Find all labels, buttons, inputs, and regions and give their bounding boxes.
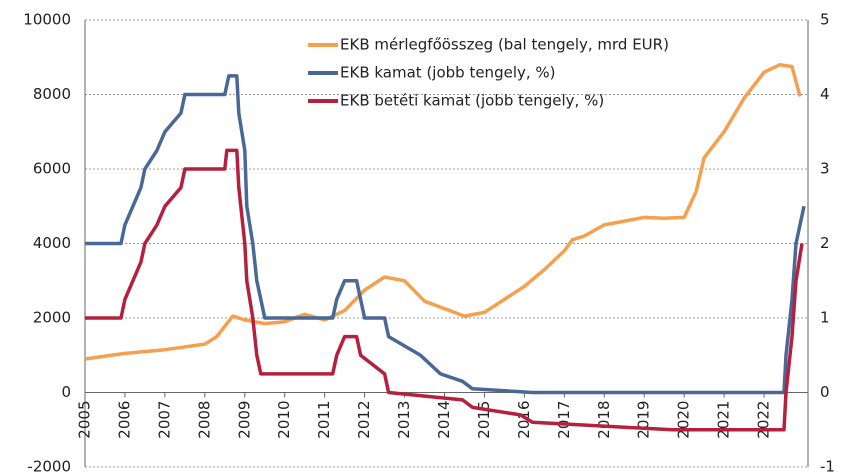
y-tick-label: 10000 — [23, 11, 71, 29]
y2-tick-label: 3 — [820, 160, 830, 178]
x-tick-label: 2020 — [675, 401, 693, 439]
x-tick-label: 2017 — [555, 401, 573, 439]
legend-label: EKB kamat (jobb tengely, %) — [340, 64, 556, 82]
series-line — [85, 148, 804, 432]
series-line — [85, 74, 806, 395]
x-tick-label: 2012 — [355, 401, 373, 439]
legend-label: EKB betéti kamat (jobb tengely, %) — [340, 92, 604, 110]
series-line — [84, 62, 802, 361]
x-tick-label: 2014 — [435, 401, 453, 439]
x-tick-label: 2013 — [395, 401, 413, 439]
x-tick-label: 2022 — [755, 401, 773, 439]
x-tick-label: 2016 — [515, 401, 533, 439]
y2-tick-label: 5 — [820, 11, 830, 29]
y2-tick-label: 2 — [820, 234, 830, 252]
y2-tick-label: 4 — [820, 85, 830, 103]
y2-tick-label: -1 — [820, 458, 835, 475]
x-tick-label: 2019 — [635, 401, 653, 439]
y-tick-label: 2000 — [33, 309, 71, 327]
y-tick-label: 4000 — [33, 234, 71, 252]
x-tick-label: 2021 — [715, 401, 733, 439]
y2-tick-label: 0 — [820, 383, 830, 401]
x-tick-label: 2015 — [475, 401, 493, 439]
y2-tick-label: 1 — [820, 309, 830, 327]
x-tick-label: 2007 — [155, 401, 173, 439]
y-tick-label: -2000 — [27, 458, 71, 475]
x-tick-label: 2006 — [115, 401, 133, 439]
legend-label: EKB mérlegfőösszeg (bal tengely, mrd EUR… — [340, 36, 669, 54]
x-tick-label: 2005 — [76, 401, 94, 439]
x-tick-label: 2009 — [235, 401, 253, 439]
y-tick-label: 6000 — [33, 160, 71, 178]
x-tick-label: 2018 — [595, 401, 613, 439]
x-tick-label: 2010 — [275, 401, 293, 439]
x-tick-label: 2008 — [195, 401, 213, 439]
x-tick-label: 2011 — [315, 401, 333, 439]
y-tick-label: 8000 — [33, 85, 71, 103]
y-tick-label: 0 — [61, 383, 71, 401]
